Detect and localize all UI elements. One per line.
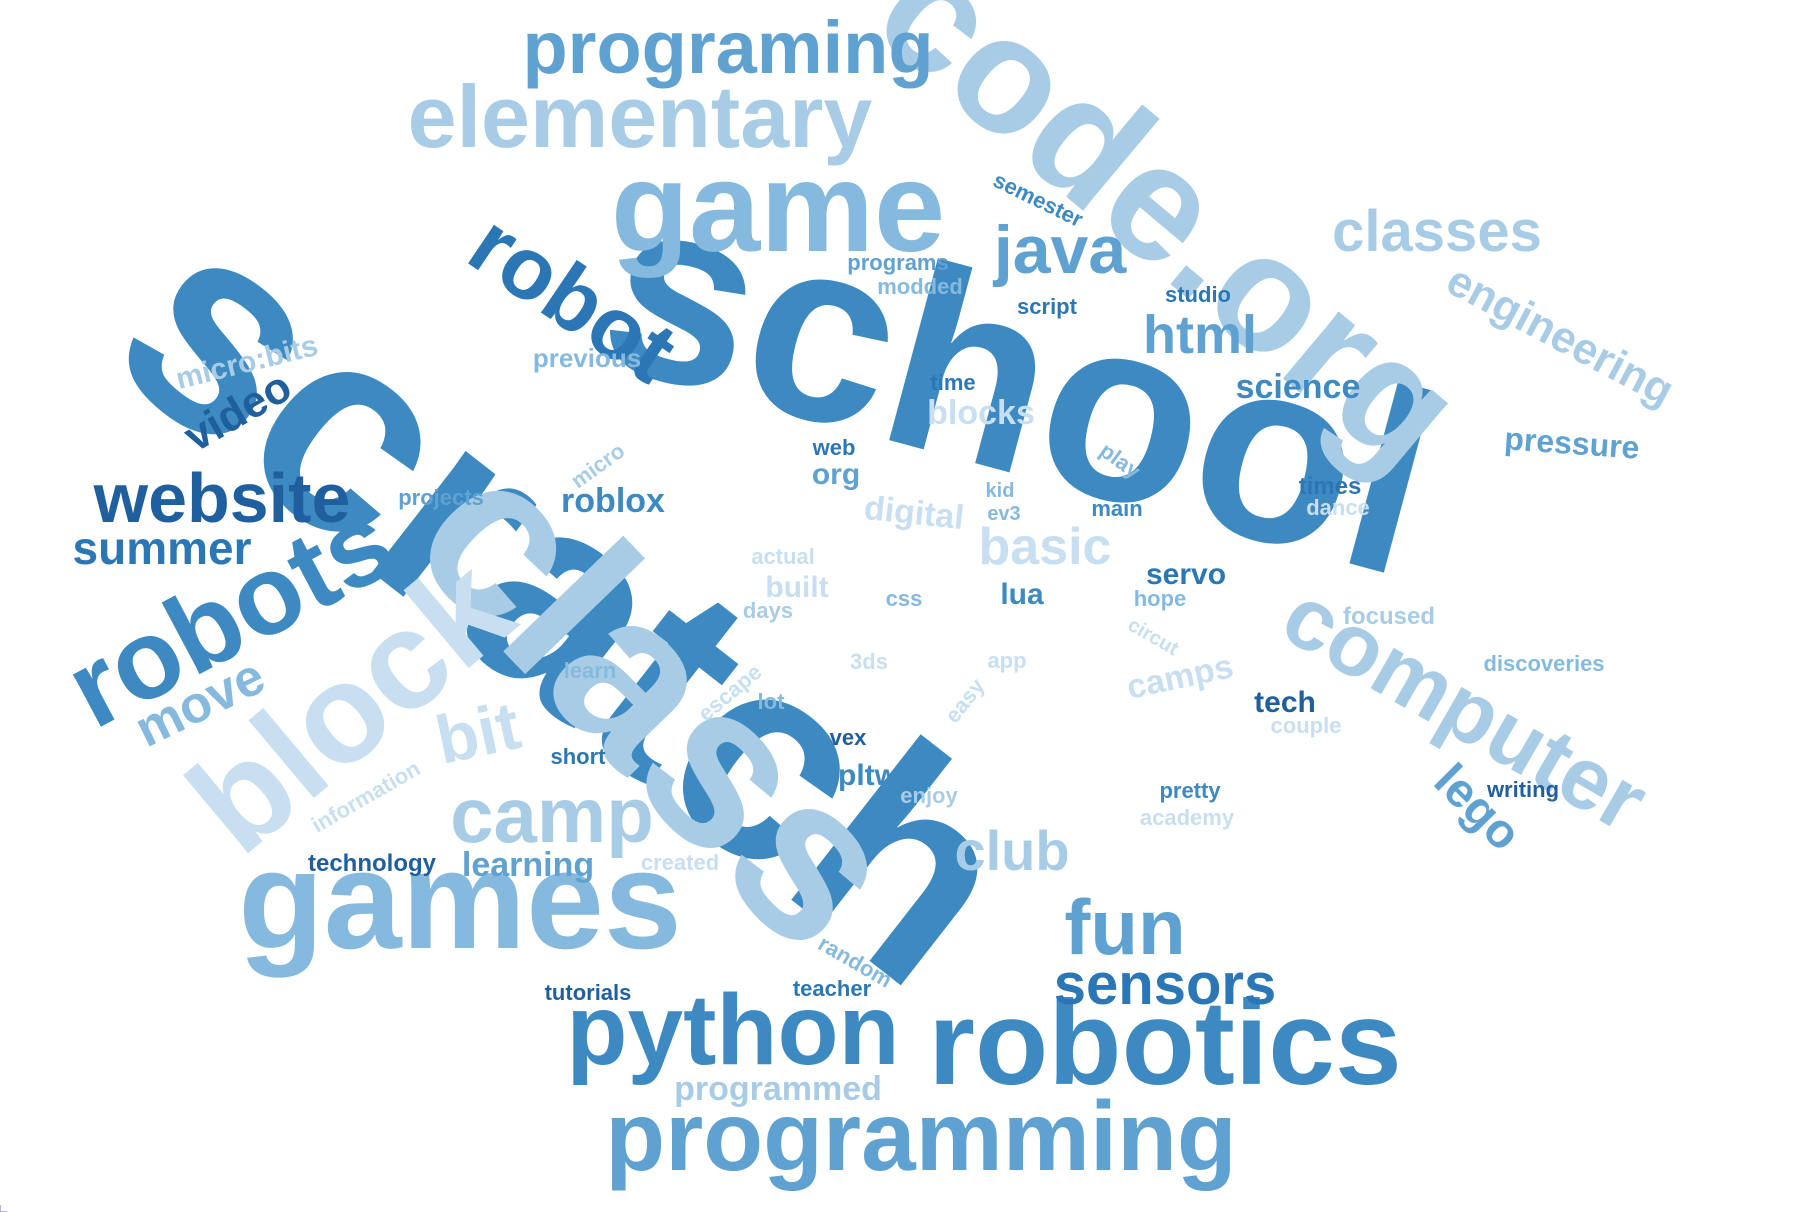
word-programmed: programmed	[674, 1070, 882, 1108]
word-digital: digital	[862, 488, 966, 538]
word-programs: programs	[847, 250, 949, 275]
word-script: script	[1017, 294, 1077, 319]
word-lua: lua	[1000, 578, 1044, 611]
word-lot: lot	[757, 689, 785, 714]
word-engineering: engineering	[1438, 255, 1682, 416]
word-created: created	[640, 850, 720, 875]
word-robotics: robotics	[928, 976, 1402, 1110]
word-learn: learn	[563, 658, 617, 683]
word-basic: basic	[978, 518, 1112, 576]
word-bit: bit	[429, 687, 527, 779]
word-pltw: pltw	[838, 759, 898, 792]
word-technology: technology	[307, 850, 437, 877]
word-focused: focused	[1342, 603, 1436, 630]
word-servo: servo	[1145, 558, 1227, 591]
corner-mark	[0, 1205, 7, 1212]
word-short: short	[550, 744, 606, 769]
word-built: built	[765, 571, 829, 604]
word-main: main	[1091, 496, 1143, 521]
word-pretty: pretty	[1159, 778, 1221, 803]
word-roblox: roblox	[561, 482, 665, 520]
word-blocks: blocks	[927, 394, 1035, 432]
word-ev3: ev3	[987, 503, 1021, 525]
word-times: times	[1298, 473, 1362, 500]
word-dance: dance	[1306, 495, 1370, 520]
word-circut: circut	[1123, 613, 1183, 661]
word-css: css	[885, 586, 923, 611]
word-studio: studio	[1165, 282, 1231, 307]
word-previous: previous	[532, 343, 642, 373]
word-game: game	[610, 136, 946, 279]
word-actual: actual	[751, 544, 815, 569]
word-camp: camp	[450, 771, 654, 859]
word-website: website	[93, 459, 351, 537]
word-pressure: pressure	[1503, 420, 1641, 466]
word-science: science	[1235, 368, 1361, 406]
word-games: games	[238, 821, 682, 978]
word-days: days	[742, 598, 794, 623]
word-couple: couple	[1270, 713, 1342, 738]
word-python: python	[566, 974, 900, 1086]
word-kid: kid	[985, 480, 1015, 502]
word-academy: academy	[1139, 805, 1235, 830]
word-learning: learning	[461, 846, 595, 884]
word-programing: programing	[522, 6, 934, 89]
word-org: org	[811, 458, 861, 491]
word-app: app	[987, 648, 1027, 673]
word-html: html	[1143, 305, 1257, 365]
word-writing: writing	[1486, 777, 1560, 802]
word-hope: hope	[1133, 586, 1187, 611]
word-tutorials: tutorials	[544, 980, 632, 1005]
word-sensors: sensors	[1053, 952, 1277, 1017]
word-modded: modded	[877, 274, 963, 299]
word-3ds: 3ds	[850, 649, 888, 674]
word-summer: summer	[72, 522, 252, 574]
word-java: java	[993, 212, 1127, 288]
word-enjoy: enjoy	[900, 783, 958, 808]
word-tech: tech	[1254, 686, 1316, 719]
word-vex: vex	[829, 725, 867, 750]
word-classes: classes	[1332, 199, 1542, 264]
word-camps: camps	[1123, 647, 1237, 707]
word-club: club	[954, 819, 1070, 882]
word-fun: fun	[1064, 883, 1186, 971]
word-teacher: teacher	[792, 976, 872, 1001]
word-time: time	[930, 370, 976, 395]
word-programming: programming	[605, 1081, 1237, 1191]
word-projects: projects	[398, 485, 484, 510]
word-elementary: elementary	[407, 67, 873, 166]
word-web: web	[812, 435, 856, 460]
word-discoveries: discoveries	[1483, 651, 1605, 676]
